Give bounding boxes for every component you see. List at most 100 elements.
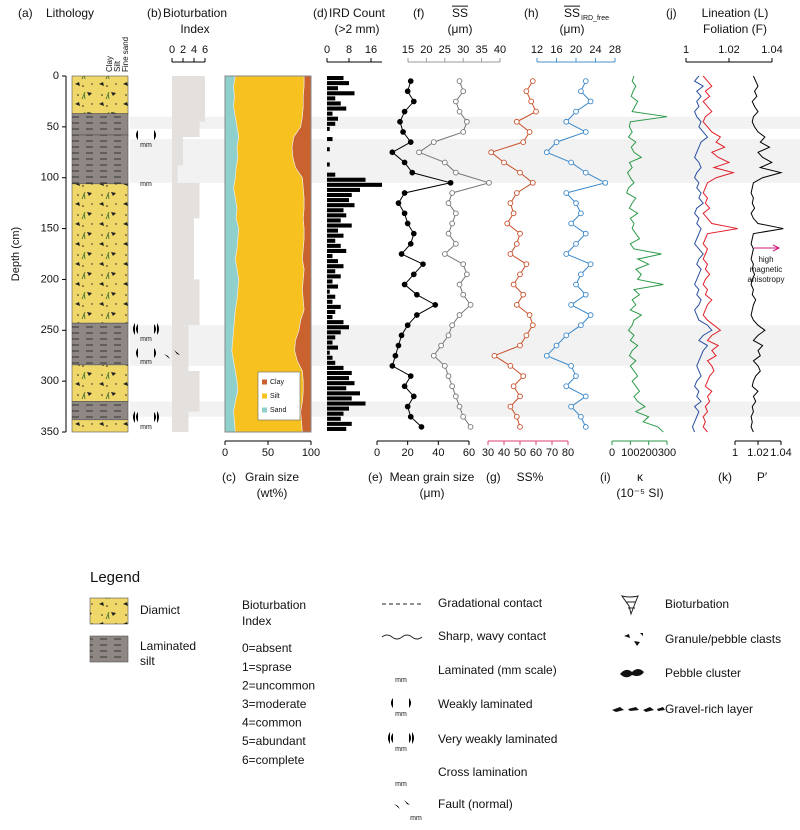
- ird-bar: [327, 289, 330, 294]
- ird-bar: [327, 126, 330, 131]
- panel-label: (k): [718, 470, 732, 484]
- area-legend-label: Sand: [270, 407, 286, 414]
- profile-point: [430, 352, 437, 359]
- profile-point: [517, 271, 523, 278]
- layer-texture: [72, 364, 128, 402]
- ird-bar: [327, 86, 338, 91]
- ird-bar: [327, 203, 355, 208]
- ird-bar: [327, 320, 344, 325]
- x-tick-label: 40: [494, 44, 506, 56]
- profile-point: [445, 230, 452, 237]
- profile-point: [401, 159, 408, 166]
- ird-bar: [327, 355, 333, 360]
- ird-bar: [327, 376, 349, 381]
- depth-tick-label: 250: [41, 324, 59, 336]
- profile-point: [513, 413, 520, 420]
- profile-point: [410, 98, 417, 105]
- x-tick-label: 0: [169, 44, 175, 56]
- ird-bar: [327, 192, 352, 198]
- profile-line: [702, 75, 738, 433]
- bioturbation-step: [172, 76, 205, 122]
- x-tick-label: 1.02: [747, 447, 768, 459]
- ird-bar: [327, 162, 330, 167]
- profile-point: [507, 251, 514, 257]
- very-weak-lamination-symbol: [388, 732, 414, 744]
- profile-point: [528, 98, 535, 105]
- panel-title: P′: [757, 470, 768, 484]
- profile-point: [407, 139, 414, 145]
- cross-lamination-symbol: [390, 766, 413, 776]
- panel-title: SS%: [517, 470, 544, 484]
- profile-point: [449, 322, 456, 329]
- profile-point: [582, 129, 589, 135]
- ird-bar: [327, 101, 341, 106]
- profile-point: [420, 261, 426, 268]
- legend-symbol-label: Gradational contact: [438, 596, 543, 610]
- x-tick-label: 50: [514, 447, 526, 459]
- bioturbation-icon: [620, 595, 639, 616]
- profile-point: [452, 393, 459, 400]
- ird-bar: [327, 96, 336, 101]
- legend-unit-label: silt: [140, 654, 155, 668]
- area-legend-label: Silt: [270, 393, 280, 400]
- x-tick-label: 1.02: [718, 44, 739, 56]
- mm-label: mm: [140, 359, 152, 366]
- ird-bar: [327, 360, 336, 365]
- ird-bar: [327, 233, 344, 238]
- profile-point: [395, 342, 402, 349]
- layer-texture: [72, 401, 128, 420]
- x-tick-label: 4: [191, 44, 197, 56]
- profile-point: [464, 271, 470, 278]
- ird-bar: [327, 294, 336, 299]
- legend-icon-label: Gravel-rich layer: [665, 702, 753, 716]
- ird-bar: [327, 370, 352, 376]
- legend-unit-label: Diamict: [140, 603, 181, 617]
- profile-point: [460, 413, 467, 420]
- area-legend-label: Clay: [270, 379, 285, 386]
- x-tick-label: 1.04: [770, 447, 791, 459]
- legend-icon-label: Granule/pebble clasts: [665, 632, 781, 646]
- ird-bar: [327, 416, 341, 421]
- ird-bar: [327, 254, 333, 259]
- profile-point: [526, 312, 533, 318]
- layer-texture: [72, 113, 128, 135]
- wavy-symbol: [381, 634, 423, 640]
- profile-point: [526, 129, 533, 135]
- ird-bar: [327, 279, 333, 284]
- column-header: Fine sand: [121, 37, 130, 72]
- x-tick-label: 2: [180, 44, 186, 56]
- profile-point: [445, 373, 452, 379]
- profile-point: [568, 302, 574, 308]
- legend-symbol-label: Very weakly laminated: [438, 732, 557, 746]
- ird-bar: [327, 198, 349, 203]
- ird-bar: [327, 243, 341, 248]
- profile-point: [517, 230, 523, 237]
- profile-point: [460, 129, 467, 135]
- depth-tick-label: 150: [41, 222, 59, 234]
- profile-point: [520, 139, 527, 145]
- profile-point: [401, 108, 408, 115]
- legend-unit-texture: [90, 598, 128, 624]
- profile-point: [543, 352, 550, 359]
- mm-label: mm: [140, 142, 152, 149]
- profile-point: [510, 383, 517, 390]
- depth-tick-label: 0: [53, 70, 59, 82]
- profile-point: [488, 149, 495, 156]
- profile-point: [578, 210, 584, 217]
- profile-point: [587, 261, 594, 268]
- mm-label: mm: [140, 181, 152, 188]
- profile-point: [513, 190, 520, 196]
- ird-bar: [327, 208, 344, 213]
- bioturbation-step: [172, 165, 178, 183]
- profile-point: [432, 302, 439, 308]
- profile-point: [441, 159, 448, 166]
- profile-point: [398, 251, 405, 257]
- profile-point: [404, 322, 411, 329]
- ird-bar: [327, 182, 382, 187]
- panel-title: κ: [637, 470, 644, 484]
- profile-point: [568, 159, 574, 166]
- profile-point: [389, 363, 396, 369]
- ird-bar: [327, 411, 344, 416]
- profile-point: [491, 352, 498, 359]
- ird-bar: [327, 391, 360, 396]
